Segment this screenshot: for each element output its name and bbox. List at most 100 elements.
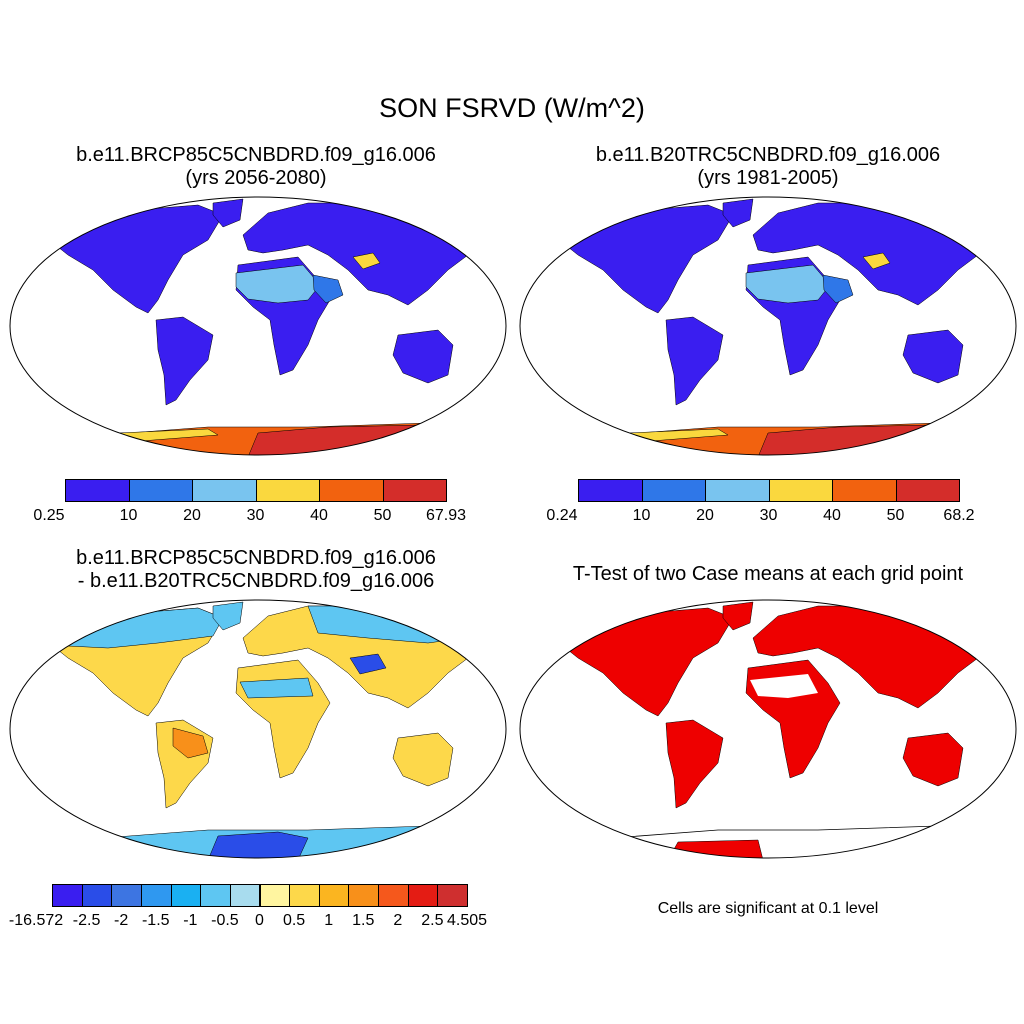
colorbar-label: 50: [373, 507, 392, 524]
colorbar-swatch: [229, 884, 261, 907]
sahel: [239, 677, 314, 699]
figure-title: SON FSRVD (W/m^2): [379, 93, 645, 123]
colorbar-label: 10: [632, 507, 651, 524]
colorbar-label: 1: [324, 912, 334, 929]
brazil: [172, 727, 209, 759]
colorbar-swatch: [382, 479, 447, 502]
map-historical: [519, 196, 1017, 456]
colorbar-swatch: [200, 884, 231, 907]
colorbar-label: 40: [823, 507, 841, 524]
colorbar-label: 20: [183, 507, 201, 524]
australia: [392, 329, 454, 384]
panel-title-line1: b.e11.B20TRC5CNBDRD.f09_g16.006: [595, 144, 941, 166]
south-america: [665, 719, 724, 809]
colorbar-label: -0.5: [211, 912, 239, 929]
colorbar-swatch: [111, 884, 142, 907]
colorbar-label: 2: [393, 912, 403, 929]
colorbar-label: 0.5: [282, 912, 306, 929]
colorbar-label: -2.5: [72, 912, 101, 929]
panel-title-ttest: T-Test of two Case means at each grid po…: [518, 563, 1018, 586]
australia: [392, 732, 454, 787]
significance-note: Cells are significant at 0.1 level: [657, 900, 879, 917]
colorbar-label: 20: [696, 507, 714, 524]
arabia: [822, 274, 854, 304]
colorbar-swatch: [289, 884, 320, 907]
colorbar-label: 30: [246, 507, 265, 524]
north-america: [562, 607, 734, 717]
colorbar-historical: 0.24 10 20 30 40 50 68.2: [512, 479, 1024, 529]
colorbar-label: 0.24: [546, 507, 578, 524]
sahara-insignificant: [750, 674, 818, 698]
colorbar-future: 0.25 10 20 30 40 50 67.93: [0, 479, 512, 529]
australia: [902, 329, 964, 384]
colorbar-label: 1.5: [352, 912, 375, 929]
panel-title-line2: (yrs 1981-2005): [697, 167, 839, 189]
colorbar-swatch: [832, 479, 897, 502]
colorbar-label: 67.93: [425, 507, 467, 524]
panel-title-future: b.e11.BRCP85C5CNBDRD.f09_g16.006 (yrs 20…: [6, 144, 506, 190]
colorbar-swatch: [895, 479, 960, 502]
tibet: [349, 653, 387, 675]
colorbar-swatch: [65, 479, 130, 502]
panel-title-historical: b.e11.B20TRC5CNBDRD.f09_g16.006 (yrs 198…: [518, 144, 1018, 190]
significance-layer: [562, 601, 999, 858]
panel-title-line1: b.e11.BRCP85C5CNBDRD.f09_g16.006: [76, 144, 436, 166]
map-difference: [9, 599, 507, 859]
panel-title-line2: - b.e11.B20TRC5CNBDRD.f09_g16.006: [77, 570, 435, 592]
land-layer: [52, 198, 489, 455]
colorbar-label: 0.25: [33, 507, 65, 524]
colorbar-swatch: [140, 884, 172, 907]
map-ttest: [519, 599, 1017, 859]
map-future: [9, 196, 507, 456]
colorbar-label: 50: [886, 507, 905, 524]
colorbar-swatch: [170, 884, 202, 907]
south-america: [155, 316, 214, 406]
colorbar-difference: -16.572 -2.5 -2 -1.5 -1 -0.5 0 0.5 1 1.5 2 2.5 4.505: [0, 884, 512, 934]
colorbar-swatch: [192, 479, 257, 502]
greenland: [722, 601, 754, 631]
panel-title-line2: (yrs 2056-2080): [185, 167, 327, 189]
colorbar-swatch: [319, 479, 384, 502]
colorbar-label: 4.505: [446, 912, 488, 929]
antarctica-core: [207, 831, 309, 858]
colorbar-swatch: [52, 884, 83, 907]
colorbar-label: 10: [119, 507, 138, 524]
colorbar-swatch: [578, 479, 643, 502]
land-layer: [52, 601, 489, 858]
colorbar-swatch: [407, 884, 439, 907]
colorbar-swatch: [128, 479, 193, 502]
colorbar-swatch: [81, 884, 113, 907]
greenland: [722, 198, 754, 228]
colorbar-swatch: [348, 884, 380, 907]
sahara: [745, 264, 831, 304]
colorbar-label: 68.2: [943, 507, 975, 524]
colorbar-swatch: [259, 884, 291, 907]
panel-title-line1: b.e11.BRCP85C5CNBDRD.f09_g16.006: [76, 547, 436, 569]
colorbar-label: -2: [114, 912, 129, 929]
colorbar-swatch: [255, 479, 320, 502]
colorbar-label: -16.572: [8, 912, 64, 929]
greenland: [212, 198, 244, 228]
colorbar-swatch: [705, 479, 770, 502]
australia: [902, 732, 964, 787]
greenland: [212, 601, 244, 631]
panel-title-difference: b.e11.BRCP85C5CNBDRD.f09_g16.006 - b.e11…: [6, 547, 506, 593]
tibet: [352, 252, 381, 270]
south-america: [665, 316, 724, 406]
north-america: [562, 204, 734, 314]
arabia: [312, 274, 344, 304]
colorbar-swatch: [318, 884, 350, 907]
colorbar-swatch: [768, 479, 833, 502]
colorbar-label: 40: [310, 507, 328, 524]
africa: [235, 659, 331, 779]
colorbar-label: 0: [255, 912, 264, 929]
colorbar-label: 30: [759, 507, 778, 524]
tibet: [862, 252, 891, 270]
colorbar-swatch: [437, 884, 468, 907]
sahara: [235, 264, 321, 304]
colorbar-label: 2.5: [421, 912, 444, 929]
colorbar-swatch: [378, 884, 409, 907]
colorbar-label: -1: [183, 912, 198, 929]
panel-title-line1: T-Test of two Case means at each grid po…: [572, 563, 964, 585]
colorbar-label: -1.5: [141, 912, 170, 929]
